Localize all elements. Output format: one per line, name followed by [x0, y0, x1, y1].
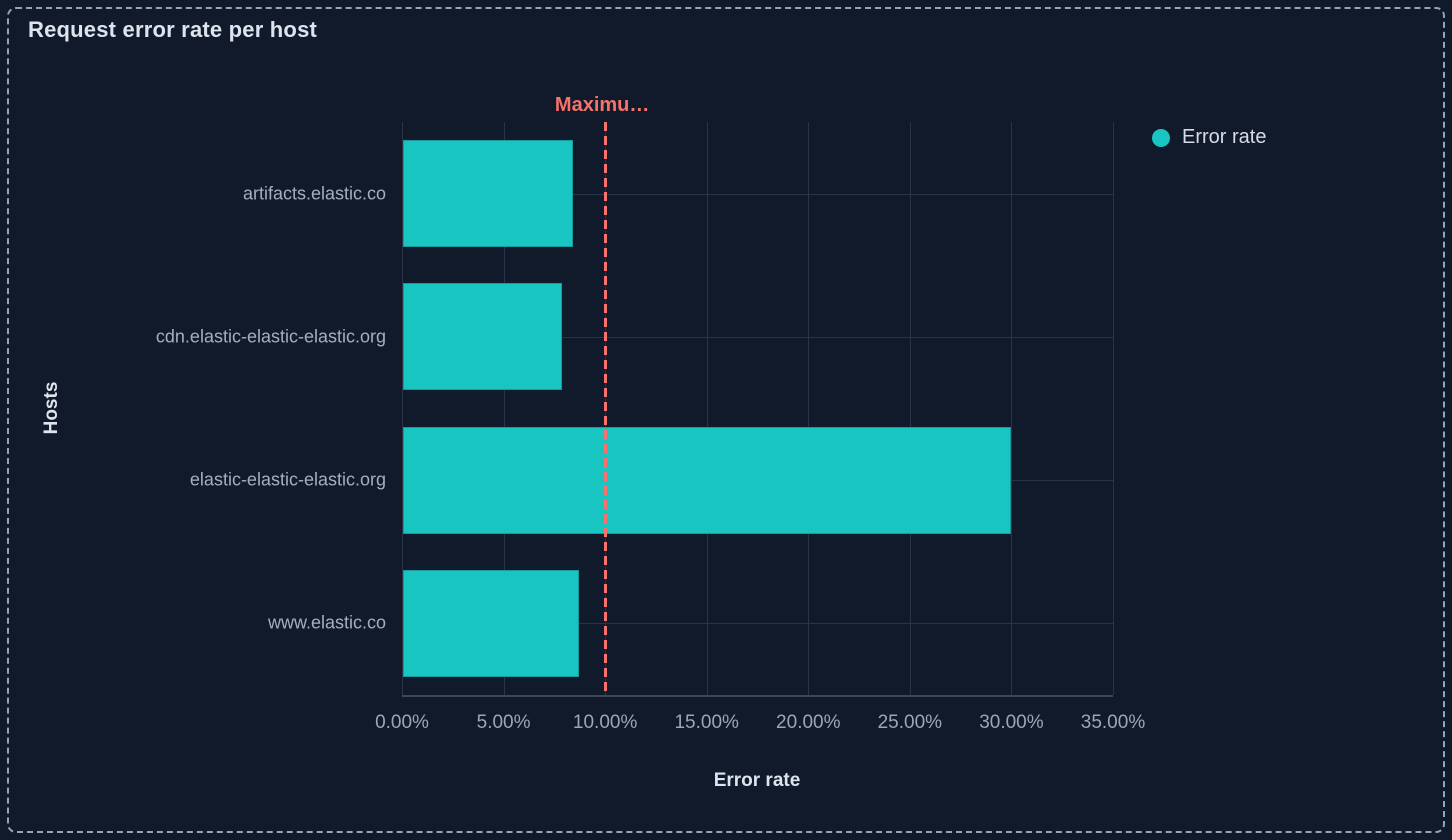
x-tick-label: 25.00% — [877, 712, 943, 733]
bar-artifacts.elastic.co[interactable] — [403, 140, 573, 248]
x-gridline — [402, 122, 403, 695]
y-gridline — [402, 193, 1113, 195]
y-gridline — [402, 623, 1113, 625]
threshold-label: Maximu… — [554, 94, 650, 116]
bar-elastic-elastic-elastic.org[interactable] — [403, 426, 1012, 534]
x-axis-line — [402, 695, 1113, 697]
category-label: elastic-elastic-elastic.org — [189, 469, 386, 490]
threshold-line — [603, 122, 607, 695]
category-label: cdn.elastic-elastic-elastic.org — [155, 326, 386, 347]
legend-series-dot-icon — [1152, 128, 1170, 147]
legend-item-error-rate[interactable]: Error rate — [1152, 126, 1266, 149]
x-tick-label: 5.00% — [476, 712, 531, 733]
x-gridline — [706, 122, 708, 695]
category-label: www.elastic.co — [267, 612, 386, 633]
x-gridline — [1113, 122, 1114, 695]
bar-cdn.elastic-elastic-elastic.org[interactable] — [403, 283, 563, 391]
bar-www.elastic.co[interactable] — [403, 569, 579, 677]
x-tick-label: 35.00% — [1080, 712, 1146, 733]
legend-series-label: Error rate — [1182, 126, 1267, 148]
x-tick-label: 30.00% — [979, 712, 1044, 733]
category-label: artifacts.elastic.co — [242, 183, 386, 204]
chart-title: Request error rate per host — [28, 17, 318, 42]
x-tick-label: 10.00% — [572, 712, 638, 733]
x-tick-label: 0.00% — [375, 712, 429, 733]
x-tick-label: 15.00% — [674, 712, 739, 733]
y-axis-title: Hosts — [41, 381, 62, 435]
x-gridline — [503, 122, 505, 695]
x-gridline — [1011, 122, 1013, 695]
x-axis-title: Error rate — [713, 770, 801, 791]
x-gridline — [808, 122, 810, 695]
y-gridline — [402, 336, 1113, 338]
x-tick-label: 20.00% — [776, 712, 841, 733]
x-gridline — [909, 122, 911, 695]
